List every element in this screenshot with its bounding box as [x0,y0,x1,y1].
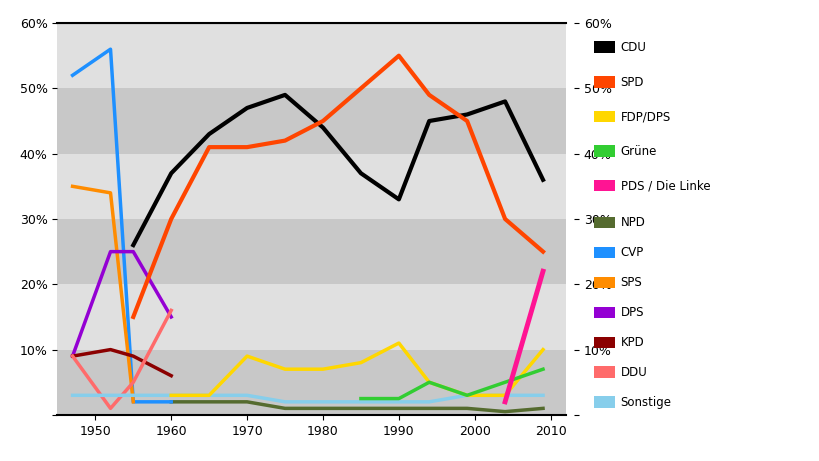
Text: KPD: KPD [620,336,644,349]
Bar [57,89,565,154]
Text: DDU: DDU [620,366,647,379]
Text: PDS / Die Linke: PDS / Die Linke [620,179,709,192]
Text: CDU: CDU [620,41,646,54]
Text: NPD: NPD [620,216,645,229]
Bar [57,219,565,284]
Text: Grüne: Grüne [620,145,656,158]
Text: CVP: CVP [620,246,643,259]
Text: SPS: SPS [620,276,642,289]
Bar [57,284,565,349]
Bar [57,23,565,89]
Bar [57,349,565,415]
Text: Sonstige: Sonstige [620,396,671,409]
Bar [57,154,565,219]
Text: SPD: SPD [620,76,644,89]
Text: FDP/DPS: FDP/DPS [620,110,670,123]
Text: DPS: DPS [620,306,644,319]
